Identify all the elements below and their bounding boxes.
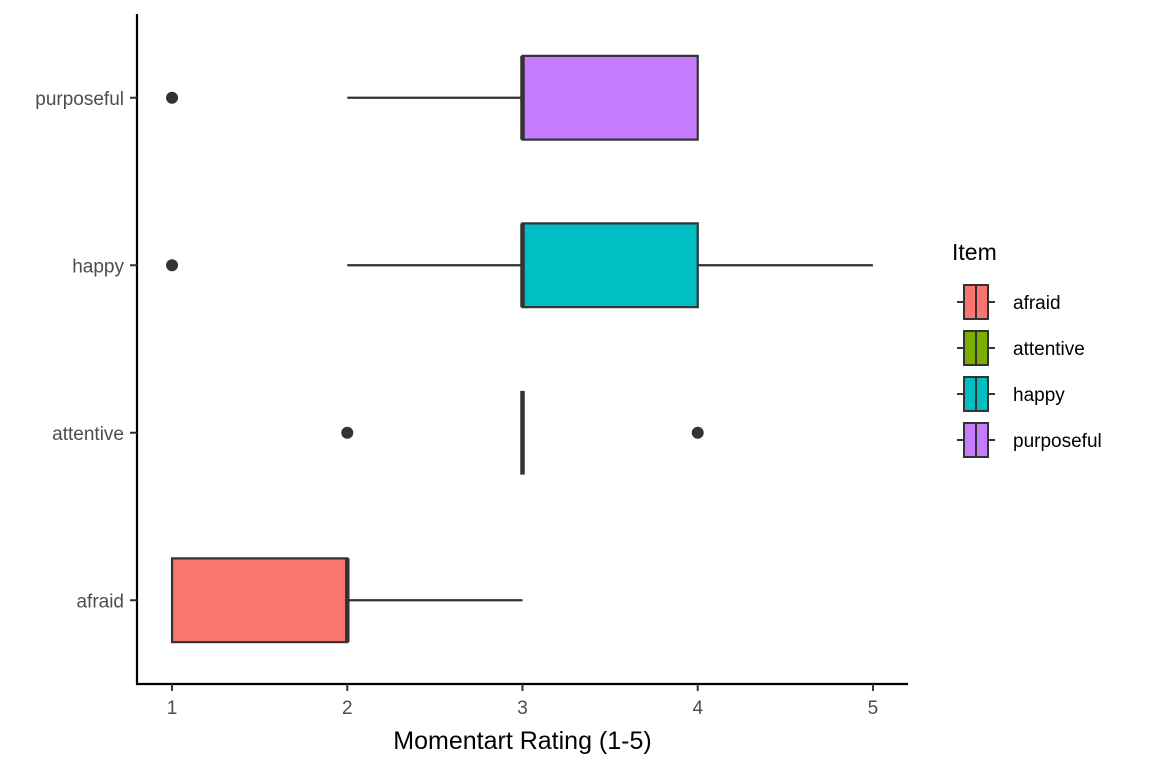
legend-label: happy	[1013, 385, 1065, 406]
box-attentive	[341, 390, 704, 475]
outlier-point	[691, 426, 704, 439]
x-tick-label: 3	[517, 698, 528, 719]
legend-label: afraid	[1013, 293, 1061, 314]
box-purposeful	[166, 54, 699, 141]
legend-label: attentive	[1013, 339, 1085, 360]
x-tick-label: 4	[692, 698, 703, 719]
legend-item-purposeful: purposeful	[957, 422, 1102, 458]
legend-title: Item	[952, 239, 997, 265]
box-happy	[166, 222, 873, 309]
y-tick-label: purposeful	[35, 89, 124, 110]
x-tick-label: 1	[167, 698, 178, 719]
box-iqr	[170, 557, 349, 644]
x-axis-title: Momentart Rating (1-5)	[393, 727, 651, 755]
x-tick-label: 5	[868, 698, 879, 719]
x-tick-label: 2	[342, 698, 353, 719]
y-tick-label: afraid	[76, 591, 124, 612]
legend-item-happy: happy	[957, 376, 1065, 412]
y-tick-label: attentive	[52, 424, 124, 445]
legend-item-attentive: attentive	[957, 330, 1085, 366]
legend: Item afraid attentive happy purposeful	[952, 239, 1102, 458]
y-tick-label: happy	[72, 256, 124, 277]
plot-area	[166, 54, 873, 644]
outlier-point	[166, 91, 179, 104]
axes: Momentart Rating (1-5) 1 2 3 4 5 afraid attent…	[35, 14, 908, 755]
outlier-point	[341, 426, 354, 439]
legend-item-afraid: afraid	[957, 284, 1061, 320]
outlier-point	[166, 259, 179, 272]
box-iqr	[521, 54, 699, 141]
box-afraid	[170, 557, 523, 644]
box-iqr	[521, 222, 699, 309]
legend-label: purposeful	[1013, 431, 1102, 452]
